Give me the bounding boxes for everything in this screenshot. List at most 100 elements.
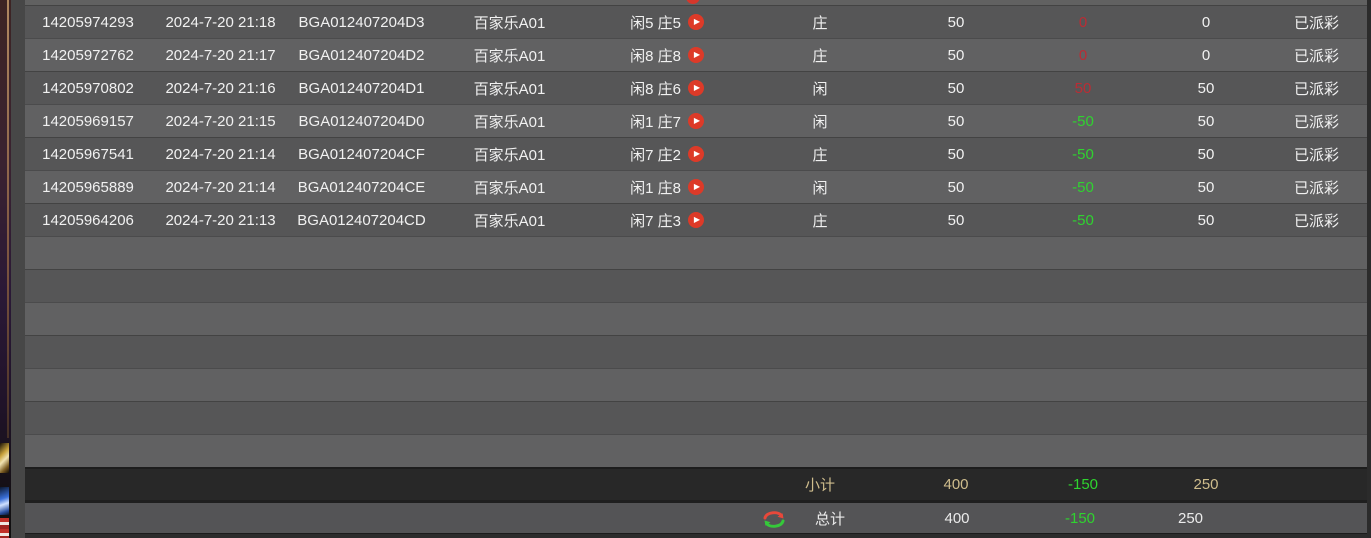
spacer <box>307 503 460 533</box>
cell-id: 14205964206 <box>42 211 134 229</box>
cell-game: 百家乐A01 <box>473 80 546 98</box>
table-row: 14205965889 2024-7-20 21:14 BGA012407204CE… <box>25 170 1367 203</box>
cell-status: 已派彩 <box>1293 14 1339 32</box>
cell-winloss: -50 <box>1072 178 1094 196</box>
subtotal-winloss: -150 <box>1067 476 1099 493</box>
total-bet-amount: 400 <box>944 509 970 527</box>
subtotal-valid-amount: 250 <box>1193 476 1219 493</box>
cell-result: 闲1 庄8 ▶ <box>586 171 748 203</box>
cell-round: BGA012407204CF <box>298 145 425 163</box>
result-text: 闲7 庄2 <box>630 146 681 164</box>
table-row: 14205974293 2024-7-20 21:18 BGA012407204D3… <box>25 5 1367 38</box>
cell-id: 14205967541 <box>42 145 134 163</box>
cell-game: 百家乐A01 <box>473 212 546 230</box>
empty-row <box>25 269 1367 302</box>
spacer <box>586 469 748 500</box>
table-bottom-edge <box>25 533 1367 538</box>
cell-result: 闲8 庄8 ▶ <box>586 39 748 71</box>
spacer <box>164 503 307 533</box>
cell-bet: 庄 <box>812 47 828 65</box>
cell-game: 百家乐A01 <box>473 47 546 65</box>
cell-winloss: -50 <box>1072 211 1094 229</box>
cell-bet: 闲 <box>812 179 828 197</box>
subtotal-bet-amount: 400 <box>943 476 969 493</box>
play-icon[interactable]: ▶ <box>687 47 704 63</box>
clipped-row-above <box>25 0 1367 5</box>
table-right-edge <box>1367 0 1371 538</box>
play-icon[interactable]: ▶ <box>687 80 704 96</box>
total-valid-amount: 250 <box>1177 509 1204 527</box>
spacer <box>460 503 622 533</box>
cell-id: 14205972762 <box>42 46 134 64</box>
spacer <box>25 469 151 500</box>
cell-bet: 闲 <box>812 113 828 131</box>
cell-round: BGA012407204CD <box>297 211 426 229</box>
cell-winloss: 50 <box>1074 79 1092 97</box>
spacer <box>290 469 433 500</box>
result-text: 闲7 庄3 <box>630 212 681 230</box>
empty-row <box>25 335 1367 368</box>
table-row: 14205964206 2024-7-20 21:13 BGA012407204CD… <box>25 203 1367 236</box>
cell-valid: 50 <box>1197 79 1215 97</box>
cell-bet: 闲 <box>812 80 828 98</box>
play-icon[interactable]: ▶ <box>687 179 704 195</box>
cell-time: 2024-7-20 21:16 <box>165 79 276 97</box>
cell-valid: 0 <box>1201 46 1211 64</box>
cell-game: 百家乐A01 <box>473 113 546 131</box>
result-text: 闲1 庄7 <box>630 113 681 131</box>
cell-time: 2024-7-20 21:17 <box>165 46 276 64</box>
bet-history-table: 14205974293 2024-7-20 21:18 BGA012407204D3… <box>25 0 1367 538</box>
swap-refresh-icon[interactable] <box>762 509 786 530</box>
spacer <box>433 469 586 500</box>
cell-game: 百家乐A01 <box>473 146 546 164</box>
cell-amount: 50 <box>947 79 965 97</box>
table-row: 14205972762 2024-7-20 21:17 BGA012407204D2… <box>25 38 1367 71</box>
subtotal-row: 小计 400 -150 250 <box>25 467 1367 500</box>
cell-result: 闲7 庄3 ▶ <box>586 204 748 236</box>
cell-status: 已派彩 <box>1293 47 1339 65</box>
cell-status: 已派彩 <box>1293 179 1339 197</box>
play-icon[interactable]: ▶ <box>687 14 704 30</box>
cell-valid: 50 <box>1197 112 1215 130</box>
play-icon[interactable]: ▶ <box>687 146 704 162</box>
background-page-edge <box>0 0 25 538</box>
cell-amount: 50 <box>947 178 965 196</box>
play-icon[interactable]: ▶ <box>687 212 704 228</box>
play-icon[interactable] <box>686 0 700 4</box>
spacer <box>25 503 164 533</box>
cell-game: 百家乐A01 <box>473 179 546 197</box>
result-text: 闲8 庄6 <box>630 80 681 98</box>
cell-result: 闲5 庄5 ▶ <box>586 6 748 38</box>
empty-row <box>25 434 1367 467</box>
subtotal-label: 小计 <box>804 477 835 494</box>
play-icon[interactable]: ▶ <box>687 113 704 129</box>
cell-valid: 50 <box>1197 145 1215 163</box>
background-gold-fragment <box>0 443 9 473</box>
cell-round: BGA012407204D1 <box>298 79 425 97</box>
cell-status: 已派彩 <box>1293 146 1339 164</box>
total-label: 总计 <box>814 510 845 528</box>
cell-bet: 庄 <box>812 212 828 230</box>
background-red-fragment <box>0 518 9 538</box>
cell-valid: 0 <box>1201 13 1211 31</box>
total-row: 总计 400 -150 250 <box>25 500 1367 533</box>
cell-time: 2024-7-20 21:15 <box>165 112 276 130</box>
cell-valid: 50 <box>1197 211 1215 229</box>
cell-bet: 庄 <box>812 14 828 32</box>
cell-round: BGA012407204CE <box>297 178 426 196</box>
cell-amount: 50 <box>947 46 965 64</box>
table-left-shadow <box>11 0 25 538</box>
cell-amount: 50 <box>947 112 965 130</box>
empty-row <box>25 302 1367 335</box>
cell-round: BGA012407204D3 <box>298 13 425 31</box>
cell-result: 闲8 庄6 ▶ <box>586 72 748 104</box>
empty-row <box>25 236 1367 269</box>
empty-row <box>25 368 1367 401</box>
cell-game: 百家乐A01 <box>473 14 546 32</box>
cell-round: BGA012407204D2 <box>298 46 425 64</box>
cell-result: 闲1 庄7 ▶ <box>586 105 748 137</box>
cell-id: 14205969157 <box>42 112 134 130</box>
cell-winloss: -50 <box>1072 112 1094 130</box>
cell-result: 闲7 庄2 ▶ <box>586 138 748 170</box>
